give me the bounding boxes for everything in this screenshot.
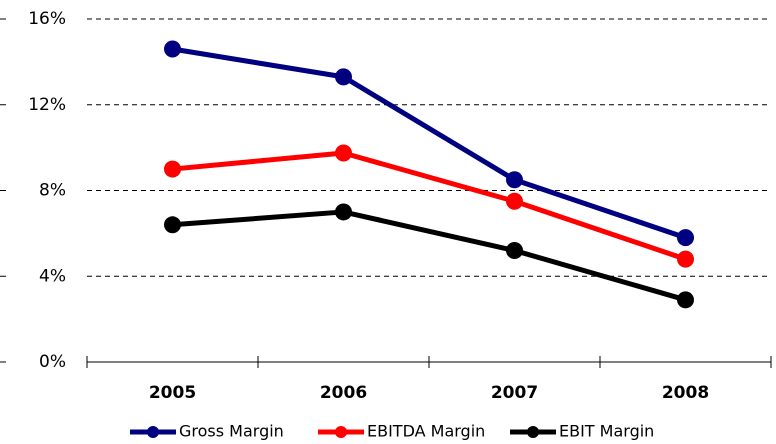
point <box>677 229 694 247</box>
point <box>506 171 523 189</box>
x-tick-label: 2005 <box>149 383 196 403</box>
point <box>335 144 352 162</box>
legend-label: EBITDA Margin <box>367 422 485 441</box>
point <box>677 291 694 309</box>
legend-marker <box>527 426 539 438</box>
point <box>164 40 181 58</box>
point <box>335 68 352 86</box>
series-line <box>172 46 687 241</box>
y-tick-label: 4% <box>39 266 66 286</box>
legend-label: EBIT Margin <box>559 422 654 441</box>
point <box>506 242 523 260</box>
x-tick-label: 2006 <box>320 383 367 403</box>
y-tick-label: 16% <box>28 9 66 29</box>
point <box>506 192 523 210</box>
x-tick-label: 2007 <box>491 383 538 403</box>
legend-label: Gross Margin <box>179 422 284 441</box>
series-line <box>172 150 687 262</box>
legend-marker <box>147 426 159 438</box>
point <box>164 160 181 178</box>
y-tick-label: 12% <box>28 95 66 115</box>
series-line <box>172 209 687 303</box>
y-tick-label: 8% <box>39 181 66 201</box>
legend-marker <box>335 426 347 438</box>
x-tick-label: 2008 <box>662 383 709 403</box>
point <box>677 250 694 268</box>
point <box>164 216 181 234</box>
y-tick-label: 0% <box>39 352 66 372</box>
point <box>335 203 352 221</box>
